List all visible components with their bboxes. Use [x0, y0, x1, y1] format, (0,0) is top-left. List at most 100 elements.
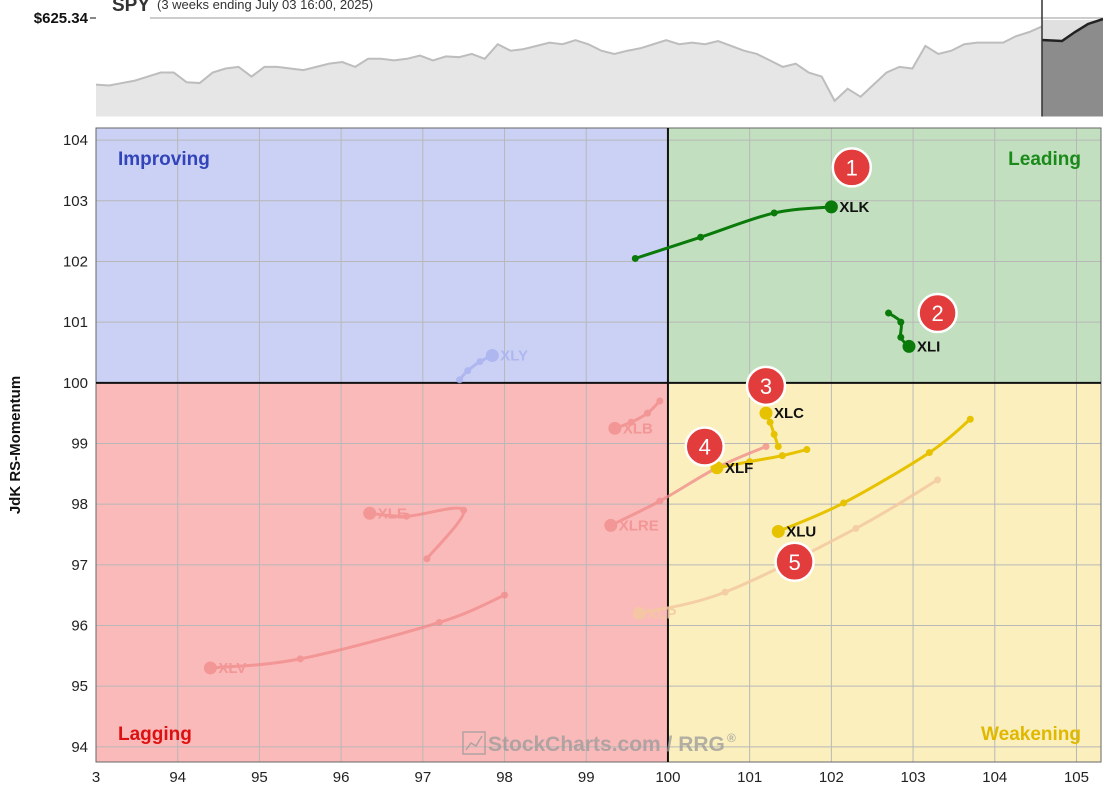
- header-subtitle: (3 weeks ending July 03 16:00, 2025): [157, 0, 373, 12]
- watermark-logo-icon: [462, 731, 486, 755]
- y-tick-label: 98: [71, 496, 88, 513]
- annotation-number: 2: [931, 301, 943, 326]
- series-head-point: [485, 349, 499, 363]
- x-tick-label: 103: [901, 769, 926, 786]
- x-tick-label: 94: [169, 769, 186, 786]
- series-point: [934, 476, 942, 484]
- series-point: [762, 443, 770, 451]
- series-label: XLE: [378, 505, 407, 522]
- series-point: [721, 588, 729, 596]
- series-line: [633, 205, 833, 260]
- series-point: [774, 443, 782, 451]
- series-point: [456, 376, 464, 384]
- series-point: [770, 430, 778, 438]
- sparkline-current-area: [1042, 19, 1103, 117]
- annotation-badge: 2: [917, 292, 958, 334]
- y-tick-label: 100: [63, 375, 88, 392]
- series-point: [766, 418, 774, 426]
- quadrant-improving: [96, 128, 668, 383]
- y-tick-label: 104: [63, 132, 88, 149]
- series-point: [402, 512, 410, 520]
- series-label: XLRE: [619, 517, 659, 534]
- x-tick-label: 100: [655, 769, 680, 786]
- series-point: [770, 209, 778, 217]
- annotation-badge: 4: [684, 426, 725, 467]
- y-tick-label: 101: [63, 314, 88, 331]
- x-tick-label: 105: [1064, 769, 1089, 786]
- series-xlc: XLC: [759, 405, 804, 451]
- series-line: [208, 593, 507, 670]
- x-tick-label: 104: [982, 769, 1007, 786]
- x-tick-label: 101: [737, 769, 762, 786]
- annotation-circle: [745, 365, 787, 407]
- series-point: [501, 591, 509, 599]
- series-point: [631, 254, 639, 262]
- watermark-registered: ®: [727, 731, 736, 745]
- quadrant-backgrounds: [96, 128, 1101, 762]
- quadrant-label-weakening: Weakening: [981, 724, 1081, 745]
- series-label: XLP: [647, 605, 676, 622]
- series-head-point: [824, 200, 838, 214]
- series-head-point: [604, 518, 618, 532]
- y-tick-label: 99: [71, 435, 88, 452]
- x-tick-label: 99: [578, 769, 595, 786]
- x-tick-label: 97: [414, 769, 431, 786]
- series-point: [656, 397, 664, 405]
- x-tick-label: 95: [251, 769, 268, 786]
- quadrant-label-leading: Leading: [1008, 149, 1081, 170]
- y-tick-label: 96: [71, 617, 88, 634]
- series-point: [966, 415, 974, 423]
- series-head-point: [759, 406, 773, 420]
- quadrant-label-improving: Improving: [118, 149, 210, 170]
- series-label: XLB: [623, 420, 653, 437]
- series-point: [840, 499, 848, 507]
- series-label: XLF: [725, 460, 753, 477]
- x-tick-label: 96: [333, 769, 350, 786]
- series-label: XLV: [218, 660, 246, 677]
- y-tick-label: 95: [71, 678, 88, 695]
- series-xlv: XLV: [203, 591, 509, 677]
- series-label: XLK: [839, 199, 869, 216]
- series-point: [435, 618, 443, 626]
- sparkline-line: [95, 25, 1043, 103]
- series-point: [627, 418, 635, 426]
- annotation-circle: [684, 426, 725, 467]
- series-point: [656, 497, 664, 505]
- y-axis-label: JdK RS-Momentum: [7, 376, 24, 514]
- annotation-badge: 1: [831, 147, 873, 188]
- sparkline-area: [96, 26, 1042, 117]
- series-xli: XLI: [885, 309, 940, 355]
- series-xly: XLY: [456, 348, 528, 384]
- y-tick-label: 103: [63, 193, 88, 210]
- series-line: [613, 399, 662, 430]
- series-xle: XLE: [363, 505, 468, 563]
- annotation-circle: [831, 147, 873, 188]
- watermark: StockCharts.com / RRG ®: [462, 731, 736, 756]
- series-xlk: XLK: [631, 199, 870, 262]
- watermark-text: StockCharts.com / RRG: [488, 733, 725, 756]
- series-head-point: [608, 421, 622, 435]
- y-tick-label: 97: [71, 557, 88, 574]
- series-point: [803, 446, 811, 454]
- watermark-logo-line: [465, 735, 483, 751]
- series-xlu: XLU: [771, 415, 974, 540]
- series-line: [776, 417, 972, 533]
- x-tick-label: 102: [819, 769, 844, 786]
- header-symbol: SPY: [112, 0, 150, 16]
- series-point: [852, 524, 860, 532]
- series-point: [778, 452, 786, 460]
- header-price: $625.34: [34, 10, 89, 27]
- series-head-point: [632, 606, 646, 620]
- annotation-number: 5: [788, 550, 800, 575]
- series-point: [296, 655, 304, 663]
- annotation-circle: [917, 292, 958, 334]
- series-xlb: XLB: [608, 397, 664, 437]
- annotation-circle: [774, 541, 815, 583]
- series-head-point: [363, 506, 377, 520]
- annotations: 1 2 3 4 5: [684, 147, 958, 583]
- annotation-number: 1: [846, 155, 858, 180]
- series-point: [885, 309, 893, 317]
- x-tick-label: 3: [92, 769, 100, 786]
- series-point: [464, 367, 472, 375]
